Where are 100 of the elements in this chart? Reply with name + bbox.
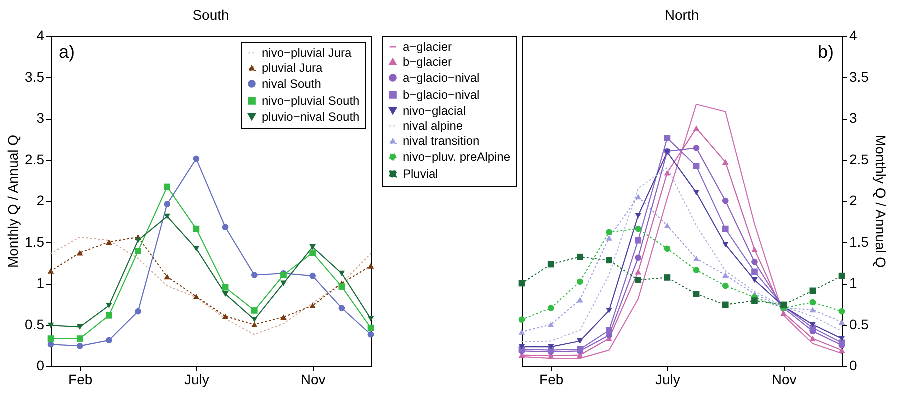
point bbox=[548, 322, 554, 328]
point bbox=[722, 282, 729, 290]
point bbox=[635, 226, 642, 232]
point bbox=[810, 299, 816, 306]
point bbox=[722, 226, 729, 232]
y2-tick-label: 3 bbox=[850, 110, 858, 126]
point bbox=[722, 159, 729, 165]
y2-tick-label: 0 bbox=[850, 358, 858, 374]
point bbox=[518, 329, 526, 335]
point bbox=[48, 336, 54, 342]
y-tick-label: 0.5 bbox=[25, 316, 45, 332]
y-tick-label: 3 bbox=[36, 110, 45, 126]
y2-tick-label: 1.5 bbox=[850, 234, 870, 250]
point bbox=[752, 258, 758, 266]
point bbox=[338, 270, 346, 276]
legend-label: nival alpine bbox=[403, 119, 464, 133]
point bbox=[48, 322, 54, 328]
point bbox=[693, 267, 700, 274]
point bbox=[548, 261, 554, 268]
legend-label: nival transition bbox=[403, 134, 480, 148]
point bbox=[838, 340, 846, 346]
y-tick-label: 2.5 bbox=[25, 151, 45, 168]
point bbox=[693, 126, 700, 132]
point bbox=[606, 229, 612, 236]
point bbox=[76, 324, 84, 330]
point bbox=[106, 312, 112, 319]
y-tick-label: 0 bbox=[36, 358, 45, 374]
y-tick-label: 2 bbox=[36, 192, 45, 208]
x-tick-label: Nov bbox=[300, 372, 326, 388]
point bbox=[368, 331, 374, 338]
point bbox=[280, 314, 287, 320]
point bbox=[368, 316, 374, 322]
point bbox=[135, 238, 142, 244]
point bbox=[222, 284, 229, 291]
point bbox=[251, 317, 258, 323]
point bbox=[76, 336, 84, 342]
y2-axis-title: Monthly Q / Annual Q bbox=[872, 134, 889, 268]
point bbox=[310, 272, 316, 280]
x-tick-label: July bbox=[656, 372, 680, 388]
point bbox=[693, 190, 700, 196]
y-tick-label: 3.5 bbox=[25, 68, 45, 85]
point bbox=[635, 254, 642, 262]
point bbox=[164, 201, 171, 208]
point bbox=[518, 344, 526, 350]
point bbox=[251, 322, 258, 328]
point bbox=[518, 280, 526, 287]
point bbox=[577, 254, 584, 260]
point bbox=[838, 272, 846, 280]
legend-label: a−glacier bbox=[403, 40, 452, 54]
x-tick-label: Feb bbox=[68, 372, 93, 388]
x-tick-label: Feb bbox=[540, 372, 564, 388]
point bbox=[664, 246, 671, 252]
point bbox=[752, 246, 758, 252]
point bbox=[664, 274, 671, 281]
point bbox=[164, 184, 171, 190]
point bbox=[251, 272, 258, 278]
annotation: a) bbox=[59, 42, 76, 62]
point bbox=[693, 145, 700, 152]
y2-tick-label: 4 bbox=[850, 28, 858, 44]
legend-label: nivo−glacial bbox=[403, 104, 466, 118]
point bbox=[48, 268, 54, 274]
y-tick-label: 4 bbox=[36, 28, 45, 44]
point bbox=[752, 298, 758, 304]
point bbox=[577, 278, 584, 286]
point bbox=[164, 274, 171, 280]
point bbox=[338, 305, 346, 312]
point bbox=[193, 226, 200, 232]
point bbox=[664, 170, 671, 176]
point bbox=[635, 277, 642, 284]
point bbox=[368, 324, 374, 332]
y-tick-label: 1 bbox=[36, 275, 45, 291]
point bbox=[135, 248, 142, 254]
x-tick-label: July bbox=[184, 372, 210, 388]
point bbox=[518, 316, 526, 323]
chart-title: South bbox=[192, 7, 230, 23]
legend-label: pluvial Jura bbox=[262, 61, 324, 75]
point bbox=[106, 240, 112, 245]
point bbox=[76, 250, 84, 256]
point bbox=[48, 341, 54, 348]
point bbox=[222, 291, 229, 297]
point bbox=[606, 308, 612, 314]
point bbox=[664, 135, 671, 142]
point bbox=[106, 337, 112, 344]
point bbox=[222, 224, 229, 231]
legend-label: nivo−pluvial South bbox=[262, 94, 360, 108]
legend-label: b−glacio−nival bbox=[403, 88, 480, 102]
legend-label: nival South bbox=[262, 77, 322, 91]
point bbox=[193, 294, 200, 300]
point bbox=[664, 223, 671, 228]
point bbox=[135, 308, 142, 315]
point bbox=[577, 297, 584, 303]
point bbox=[810, 336, 816, 342]
point bbox=[76, 343, 84, 350]
point bbox=[606, 235, 612, 241]
point bbox=[193, 246, 200, 252]
point bbox=[838, 336, 846, 342]
point bbox=[368, 263, 374, 269]
point bbox=[635, 213, 642, 219]
point bbox=[164, 214, 171, 220]
point bbox=[635, 269, 642, 275]
